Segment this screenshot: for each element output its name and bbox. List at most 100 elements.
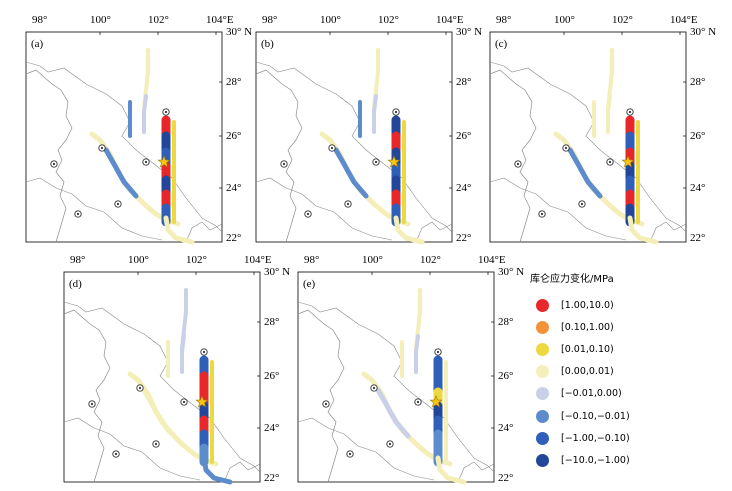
epicenter-star-icon — [621, 155, 635, 168]
y-tick-label: 28° — [456, 76, 472, 88]
boundary-line — [489, 177, 627, 241]
station-marker-center — [282, 162, 286, 166]
x-tick-label: 100° — [362, 254, 383, 266]
station-marker-center — [114, 452, 118, 456]
fault-strip-south — [393, 215, 425, 245]
legend-item: [1.00,10.0) — [530, 294, 730, 316]
y-tick-label: 28° — [264, 316, 280, 328]
legend-item-label: [0.00,0.01) — [561, 366, 614, 378]
fault-strip-south — [201, 455, 233, 485]
legend-item-label: [−10.0,−1.00) — [561, 454, 630, 466]
station-marker-center — [346, 202, 350, 206]
station-marker-center — [90, 402, 94, 406]
boundary-line — [25, 61, 223, 233]
epicenter-star-icon — [387, 155, 401, 168]
x-tick-label: 102° — [420, 254, 441, 266]
fault-strip-north-section — [180, 334, 186, 374]
y-tick-label: 30° N — [456, 26, 483, 38]
fault-strip-nw-section — [567, 147, 603, 199]
y-tick-label: 26° — [690, 130, 706, 142]
legend-title: 库仑应力变化/MPa — [530, 274, 614, 285]
legend-item: [−0.01,0.00) — [530, 383, 730, 405]
station-marker-center — [564, 146, 568, 150]
fault-strip-nw-section — [375, 387, 411, 439]
legend-item-label: [−0.01,0.00) — [561, 388, 622, 400]
y-tick-label: 24° — [690, 182, 706, 194]
station-marker-center — [52, 162, 56, 166]
epicenter-star-icon — [429, 395, 443, 408]
station-marker-center — [138, 386, 142, 390]
fault-strip-nw-section — [333, 147, 369, 199]
y-tick-label: 22° — [456, 232, 472, 244]
x-tick-label: 98° — [70, 254, 86, 266]
legend-item-label: [−1.00,−0.10) — [561, 432, 630, 444]
legend-item-label: [1.00,10.0) — [561, 299, 614, 311]
station-marker-center — [388, 442, 392, 446]
legend-item-label: [0.10,1.00) — [561, 321, 614, 333]
legend-item-label: [−0.10,−0.01) — [561, 410, 630, 422]
station-marker-center — [330, 146, 334, 150]
station-marker-center — [516, 162, 520, 166]
legend-swatch-icon — [536, 365, 549, 379]
boundary-line — [297, 309, 345, 483]
boundary-line — [63, 309, 111, 483]
station-marker-center — [628, 110, 632, 114]
boundary-line — [457, 461, 495, 483]
x-tick-label: 102° — [378, 14, 399, 26]
x-tick-label: 98° — [304, 254, 320, 266]
fault-strip-south — [627, 215, 659, 245]
boundary-line — [255, 177, 393, 241]
y-tick-label: 22° — [498, 472, 514, 484]
y-tick-label: 26° — [226, 130, 242, 142]
map-frame — [25, 31, 223, 243]
legend-swatch-icon — [536, 342, 549, 356]
legend: 库仑应力变化/MPa [1.00,10.0) [0.10,1.00) [0.01,0… — [530, 270, 730, 472]
boundary-line — [255, 69, 303, 243]
station-marker-center — [306, 212, 310, 216]
x-tick-label: 102° — [148, 14, 169, 26]
y-tick-label: 22° — [226, 232, 242, 244]
x-tick-label: 100° — [90, 14, 111, 26]
boundary-line — [223, 461, 261, 483]
station-marker-center — [436, 350, 440, 354]
legend-swatch-icon — [536, 409, 549, 423]
legend-swatch-icon — [536, 387, 549, 401]
station-marker-center — [202, 350, 206, 354]
y-tick-label: 30° N — [690, 26, 717, 38]
legend-item: [0.10,1.00) — [530, 316, 730, 338]
x-tick-label: 104°E — [670, 14, 698, 26]
legend-item-label: [0.01,0.10) — [561, 343, 614, 355]
fault-strip-north-section — [372, 94, 378, 134]
legend-item: [−10.0,−1.00) — [530, 449, 730, 471]
station-marker-center — [394, 110, 398, 114]
legend-item: [−1.00,−0.10) — [530, 427, 730, 449]
x-tick-label: 100° — [128, 254, 149, 266]
y-tick-label: 22° — [264, 472, 280, 484]
boundary-line — [63, 301, 261, 473]
panel-label: (e) — [303, 278, 316, 290]
x-tick-label: 102° — [612, 14, 633, 26]
station-marker-center — [182, 400, 186, 404]
legend-item: [−0.10,−0.01) — [530, 405, 730, 427]
panel-label: (d) — [69, 278, 82, 290]
boundary-line — [185, 221, 223, 243]
panel-label: (c) — [495, 38, 508, 50]
station-marker-center — [100, 146, 104, 150]
station-marker-center — [372, 386, 376, 390]
boundary-line — [489, 61, 687, 233]
x-tick-label: 102° — [186, 254, 207, 266]
y-tick-label: 30° N — [226, 26, 253, 38]
fault-strip-nw-section — [103, 147, 139, 199]
station-marker-center — [580, 202, 584, 206]
y-tick-label: 28° — [498, 316, 514, 328]
legend-swatch-icon — [536, 298, 549, 312]
y-tick-label: 30° N — [498, 266, 525, 278]
fault-strip-north-section — [142, 94, 148, 134]
y-tick-label: 28° — [690, 76, 706, 88]
x-tick-label: 98° — [496, 14, 512, 26]
map-frame — [255, 31, 453, 243]
station-marker-center — [374, 160, 378, 164]
